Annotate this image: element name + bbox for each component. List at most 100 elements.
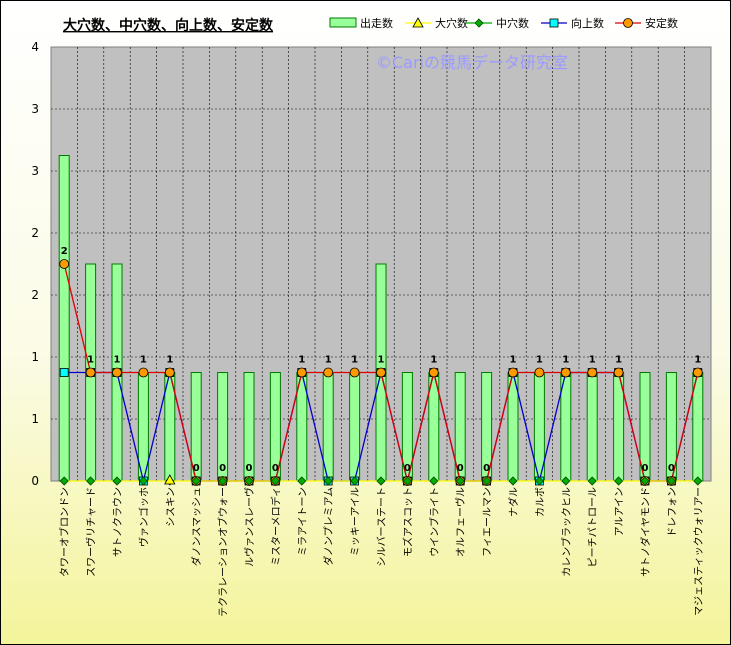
data-label: 1 (615, 355, 622, 366)
bar (586, 372, 598, 482)
x-tick-label: タワーオブロンドン (58, 487, 71, 577)
y-tick-label: 3 (31, 102, 39, 116)
data-label: 1 (510, 355, 517, 366)
chuana-point (561, 476, 571, 486)
chuana-point (218, 476, 228, 486)
x-tick-label: サトノクラウン (112, 487, 124, 557)
antei-point (296, 367, 307, 378)
x-tick-label: ピーチパトロール (587, 487, 599, 567)
chuana-point (534, 476, 544, 486)
legend-swatch (329, 17, 357, 28)
x-tick-label: ダノンスマッシュ (190, 487, 203, 566)
data-label: 1 (325, 355, 332, 366)
chuana-point (244, 476, 254, 486)
y-axis: 0 1 1 2 2 3 3 4 (31, 40, 39, 488)
legend-label: 出走数 (360, 16, 393, 30)
x-tick-label: ミラアイトーン (297, 487, 309, 556)
chuana-point (587, 476, 597, 486)
bar (58, 155, 70, 482)
chuana-point (429, 476, 439, 486)
x-tick-label: ヴァンゴッホ (137, 487, 150, 547)
chuana-point (323, 476, 333, 486)
y-tick-label: 0 (31, 474, 39, 488)
antei-point (534, 367, 545, 378)
y-tick-label: 4 (31, 40, 39, 54)
antei-point (613, 367, 624, 378)
data-label: 1 (536, 355, 543, 366)
legend-label: 安定数 (645, 16, 678, 30)
chuana-point (59, 476, 69, 486)
legend-marker (549, 18, 559, 28)
data-label: 0 (193, 463, 200, 474)
data-label: 1 (166, 355, 173, 366)
antei-point (323, 367, 334, 378)
data-label: 0 (246, 463, 253, 474)
chuana-point (376, 476, 386, 486)
chuana-point (112, 476, 122, 486)
x-tick-label: ミッキーアイル (351, 487, 362, 556)
data-label: 1 (351, 355, 358, 366)
antei-point (376, 367, 386, 378)
x-tick-label: オルフェーヴル (454, 487, 467, 557)
x-tick-label: アルアイン (615, 487, 626, 536)
x-tick-label: モズアスコット (401, 487, 414, 557)
antei-point (692, 367, 703, 378)
x-tick-label: ナダル (507, 487, 520, 517)
antei-point (59, 259, 70, 269)
chuana-point (350, 476, 360, 486)
x-tick-label: サトノダイヤモンド (639, 487, 652, 577)
x-tick-label: フィエールマン (483, 487, 494, 557)
x-axis: タワーオブロンドン スワーヴリチャード サトノクラウン ヴァンゴッホ シスキン ダノンスマ… (58, 487, 705, 617)
data-label: 0 (272, 463, 279, 474)
x-tick-label: カルボ (534, 487, 546, 517)
antei-point (587, 367, 598, 378)
legend-label: 向上数 (571, 16, 604, 30)
data-label: 1 (298, 355, 305, 366)
data-label: 1 (589, 355, 596, 366)
chuana-point (482, 476, 492, 486)
data-labels: 2 1 1 1 1 0 0 0 0 1 1 1 1 0 1 0 0 1 1 1 1 1 0 0 1 (61, 246, 702, 474)
data-label: 1 (430, 355, 437, 366)
x-tick-label: テクラレーションオブウォー (217, 487, 230, 617)
antei-point (112, 367, 122, 378)
data-label: 1 (378, 355, 385, 366)
data-label: 0 (219, 463, 226, 474)
legend-label: 大穴数 (435, 16, 468, 30)
x-tick-label: スワーヴリチャード (85, 487, 98, 577)
x-tick-label: カレンブラックヒル (560, 487, 573, 577)
data-label: 0 (483, 463, 490, 474)
chuana-point (640, 476, 650, 486)
x-tick-label: マジェスティックウォリアー (693, 487, 705, 616)
antei-point (560, 367, 571, 378)
data-label: 1 (87, 355, 94, 366)
y-tick-label: 1 (31, 350, 39, 364)
x-tick-label: ウインブライト (428, 487, 441, 557)
x-tick-label: ミスターメロディ (269, 487, 282, 566)
data-label: 1 (140, 355, 147, 366)
markers (59, 259, 703, 486)
antei-point (508, 367, 518, 378)
chuana-point (693, 476, 703, 486)
chuana-point (270, 476, 280, 486)
legend-marker (412, 17, 424, 28)
y-tick-label: 2 (31, 226, 39, 240)
chuana-point (191, 476, 201, 486)
chuana-point (86, 476, 96, 486)
legend-marker (623, 18, 633, 28)
x-tick-label: シスキン (166, 487, 177, 527)
chart-title: 大穴数、中穴数、向上数、安定数 (63, 17, 274, 34)
antei-point (138, 367, 149, 378)
data-label: 1 (562, 355, 569, 366)
data-label: 0 (668, 463, 675, 474)
chuana-point (138, 476, 148, 486)
chuana-point (455, 476, 465, 486)
data-label: 1 (114, 355, 121, 366)
chuana-point (402, 476, 412, 486)
x-tick-label: ダノンプレミアム (322, 487, 335, 566)
x-tick-label: ルヴァンスレーヴ (243, 487, 256, 567)
x-tick-label: シルバーステート (376, 487, 388, 567)
grid (51, 47, 711, 481)
chuana-point (666, 476, 676, 486)
chuana-point (508, 476, 518, 486)
